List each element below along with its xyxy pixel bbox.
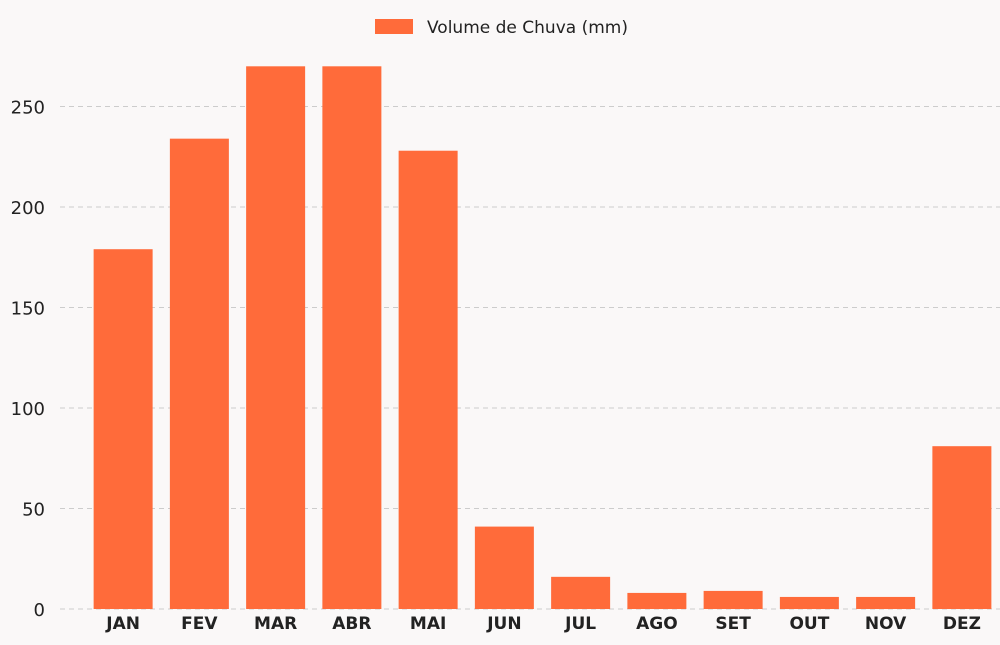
bar-mar <box>246 66 306 610</box>
legend-label: Volume de Chuva (mm) <box>427 18 628 38</box>
bar-out <box>779 596 839 609</box>
y-tick-label-100: 100 <box>11 399 45 420</box>
bar-abr <box>322 66 382 610</box>
legend-swatch <box>375 19 413 34</box>
x-tick-label-fev: FEV <box>181 614 218 634</box>
legend: Volume de Chuva (mm) <box>375 18 628 38</box>
bar-jun <box>474 526 534 609</box>
x-tick-label-out: OUT <box>789 614 829 634</box>
x-axis-ticks: JAN FEV MAR ABR MAI JUN JUL AGO SET OUT NOV DEZ <box>105 614 981 634</box>
y-tick-label-50: 50 <box>22 500 45 521</box>
bar-ago <box>627 592 687 609</box>
x-tick-label-dez: DEZ <box>943 614 981 634</box>
y-tick-label-150: 150 <box>11 299 45 320</box>
bar-fev <box>169 138 229 609</box>
y-tick-label-250: 250 <box>11 98 45 119</box>
bar-jan <box>93 249 153 609</box>
bar-jul <box>551 576 611 609</box>
x-tick-label-abr: ABR <box>332 614 371 634</box>
x-tick-label-mar: MAR <box>254 614 297 634</box>
bars-layer <box>93 66 992 610</box>
y-tick-label-0: 0 <box>34 600 45 621</box>
bar-nov <box>856 596 916 609</box>
x-tick-label-jul: JUL <box>564 614 596 634</box>
x-tick-label-nov: NOV <box>865 614 907 634</box>
x-tick-label-set: SET <box>715 614 751 634</box>
x-tick-label-jan: JAN <box>105 614 140 634</box>
y-axis-ticks: 0 50 100 150 200 250 <box>11 98 45 622</box>
bar-dez <box>932 446 992 609</box>
x-tick-label-mai: MAI <box>410 614 446 634</box>
x-tick-label-jun: JUN <box>486 614 521 634</box>
bar-mai <box>398 150 458 609</box>
bar-set <box>703 590 763 609</box>
x-tick-label-ago: AGO <box>636 614 678 634</box>
y-tick-label-200: 200 <box>11 198 45 219</box>
